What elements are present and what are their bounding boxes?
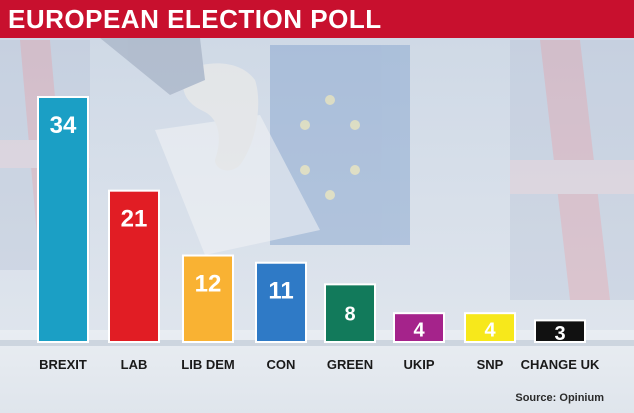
background-photo [0, 38, 634, 413]
category-labels-layer: BREXIT LAB LIB DEM CON GREEN UKIP SNP CHANGE UK [39, 357, 600, 372]
bar-lab [108, 189, 160, 343]
bar-lib-dem [182, 254, 234, 344]
value-labels-layer: 34 21 12 11 8 4 4 3 [50, 112, 566, 345]
category-label-change-uk: CHANGE UK [521, 357, 600, 372]
bar-green [324, 283, 376, 343]
category-label-green: GREEN [327, 357, 373, 372]
value-label-lib-dem: 12 [195, 271, 222, 298]
value-label-brexit: 34 [50, 112, 77, 139]
value-label-snp: 4 [484, 320, 496, 342]
value-label-con: 11 [268, 278, 293, 305]
category-label-ukip: UKIP [403, 357, 434, 372]
bars-layer [37, 96, 586, 344]
category-label-brexit: BREXIT [39, 357, 87, 372]
bar-snp [464, 312, 516, 344]
bar-con [255, 261, 307, 343]
category-label-lib-dem: LIB DEM [181, 357, 234, 372]
bar-change-uk [534, 319, 586, 344]
title-bar: EUROPEAN ELECTION POLL [0, 0, 634, 38]
value-label-ukip: 4 [413, 320, 425, 342]
category-label-con: CON [267, 357, 296, 372]
category-label-lab: LAB [121, 357, 148, 372]
category-label-snp: SNP [477, 357, 504, 372]
value-label-lab: 21 [121, 206, 148, 233]
value-label-change-uk: 3 [554, 323, 565, 345]
value-label-green: 8 [344, 303, 355, 325]
bar-ukip [393, 312, 445, 344]
bar-brexit [37, 96, 89, 343]
chart-title: EUROPEAN ELECTION POLL [8, 4, 382, 34]
source-label: Source: Opinium [515, 392, 604, 404]
